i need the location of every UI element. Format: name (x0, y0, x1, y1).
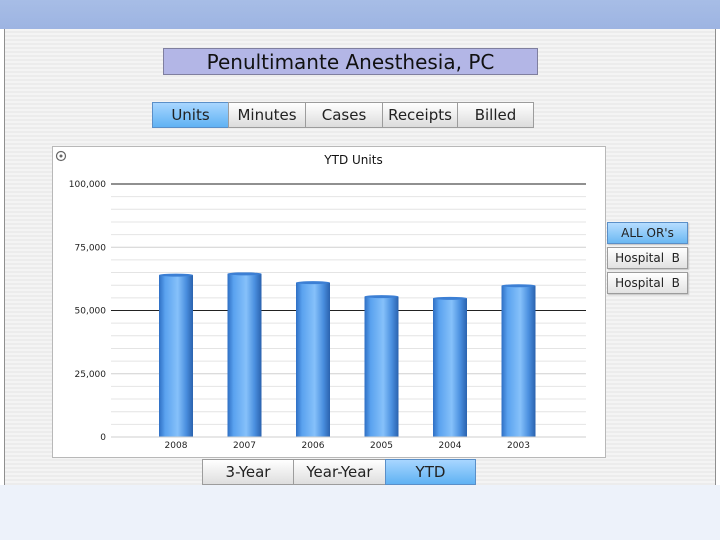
bar (227, 273, 262, 437)
bar-top (364, 295, 399, 299)
chart-panel: YTD Units 0 25,000 50,000 75,000 100,000 2008 2… (52, 146, 606, 458)
x-tick-label: 2004 (439, 441, 462, 451)
period-tab-ytd[interactable]: YTD (385, 459, 476, 485)
bar (159, 275, 193, 437)
x-tick-label: 2006 (302, 441, 325, 451)
bar-top (227, 272, 262, 276)
x-tick-label: 2005 (370, 441, 393, 451)
x-tick-label: 2008 (165, 441, 188, 451)
ytd-units-chart: YTD Units 0 25,000 50,000 75,000 100,000 2008 2… (55, 150, 586, 451)
y-tick-label: 100,000 (69, 180, 106, 190)
bar (364, 296, 399, 437)
bar (501, 285, 536, 437)
tab-receipts[interactable]: Receipts (382, 102, 458, 128)
period-tab-3-year[interactable]: 3-Year (202, 459, 294, 485)
header-band (0, 0, 720, 29)
location-button-1[interactable]: ALL OR's (607, 222, 688, 244)
x-tick-label: 2003 (507, 441, 530, 451)
tab-units[interactable]: Units (152, 102, 229, 128)
tab-billed[interactable]: Billed (457, 102, 534, 128)
y-tick-label: 25,000 (75, 370, 107, 380)
gear-icon (55, 150, 67, 162)
location-button-3[interactable]: Hospital B (607, 272, 688, 294)
tab-cases[interactable]: Cases (305, 102, 383, 128)
footer-band (0, 485, 720, 540)
x-tick-label: 2007 (233, 441, 256, 451)
period-tabs: 3-Year Year-Year YTD (202, 459, 476, 485)
period-tab-year-year[interactable]: Year-Year (293, 459, 386, 485)
bar-top (296, 281, 330, 285)
y-tick-label: 75,000 (75, 243, 107, 253)
metric-tabs: Units Minutes Cases Receipts Billed (152, 102, 534, 128)
page-title: Penultimante Anesthesia, PC (163, 48, 538, 75)
y-tick-label: 50,000 (75, 307, 107, 317)
bar-top (433, 296, 467, 300)
y-tick-label: 0 (100, 433, 106, 443)
chart-title: YTD Units (323, 153, 382, 167)
bar-top (501, 284, 536, 288)
location-button-2[interactable]: Hospital B (607, 247, 688, 269)
bar-top (159, 273, 193, 277)
bar (433, 298, 467, 437)
gear-icon-center (59, 154, 63, 158)
tab-minutes[interactable]: Minutes (228, 102, 306, 128)
bar (296, 282, 330, 437)
